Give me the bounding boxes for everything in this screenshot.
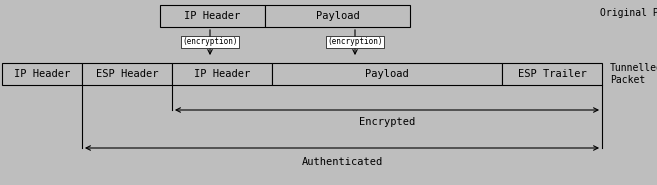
Text: Tunnelled: Tunnelled xyxy=(610,63,657,73)
Bar xyxy=(265,5,410,27)
Bar xyxy=(502,63,602,85)
Bar xyxy=(160,5,265,27)
Text: Payload: Payload xyxy=(365,69,409,79)
Text: IP Header: IP Header xyxy=(185,11,240,21)
Text: Original Packet: Original Packet xyxy=(600,8,657,18)
Text: Payload: Payload xyxy=(315,11,359,21)
Text: IP Header: IP Header xyxy=(194,69,250,79)
Text: Authenticated: Authenticated xyxy=(302,157,382,167)
Bar xyxy=(272,63,502,85)
Text: Encrypted: Encrypted xyxy=(359,117,415,127)
Bar xyxy=(2,63,82,85)
Text: ESP Header: ESP Header xyxy=(96,69,158,79)
Bar xyxy=(82,63,172,85)
Text: (encryption): (encryption) xyxy=(327,38,383,46)
Text: ESP Trailer: ESP Trailer xyxy=(518,69,587,79)
Bar xyxy=(172,63,272,85)
Text: IP Header: IP Header xyxy=(14,69,70,79)
Text: (encryption): (encryption) xyxy=(182,38,238,46)
Text: Packet: Packet xyxy=(610,75,645,85)
